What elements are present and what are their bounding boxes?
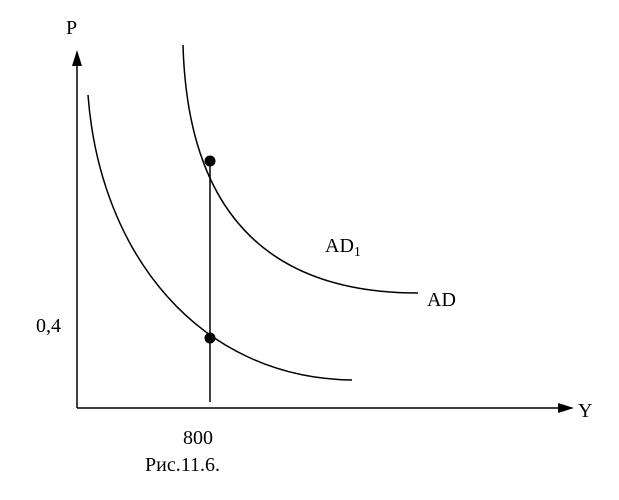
y-axis-arrow	[72, 50, 82, 66]
curve-label-sub: 1	[354, 245, 361, 260]
curve-ad	[87, 94, 353, 381]
x-axis-label: Y	[578, 400, 592, 422]
x-tick-label: 800	[183, 427, 213, 449]
y-axis-label: P	[66, 17, 77, 39]
x-axis-arrow	[558, 403, 574, 413]
caption: Рис.11.6.	[145, 454, 220, 476]
curve-label: AD1	[325, 235, 361, 260]
curve-label-base: AD	[325, 235, 354, 257]
curve-label: AD	[427, 289, 456, 311]
y-tick-label: 0,4	[36, 315, 61, 337]
curve-label-base: AD	[427, 289, 456, 311]
point	[204, 332, 216, 344]
point	[204, 155, 216, 167]
curve-ad1	[182, 44, 419, 294]
